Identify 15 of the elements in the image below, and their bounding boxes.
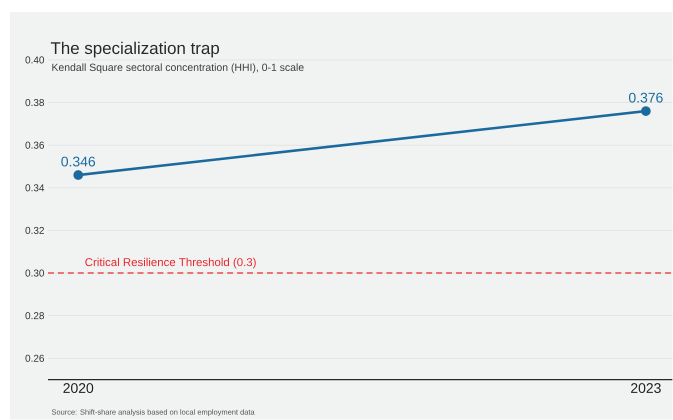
y-tick-label: 0.32 xyxy=(25,227,44,234)
y-tick-label: 0.30 xyxy=(25,270,44,277)
data-label: 0.376 xyxy=(628,92,663,103)
y-tick-label: 0.40 xyxy=(25,56,44,64)
data-label: 0.346 xyxy=(61,156,96,167)
chart-subtitle: Kendall Square sectoral concentration (HHI), 0-1 scale xyxy=(52,64,304,74)
chart-title: The specialization trap xyxy=(50,42,220,58)
y-tick-label: 0.34 xyxy=(25,184,44,192)
y-tick-label: 0.38 xyxy=(25,99,44,106)
y-tick-label: 0.26 xyxy=(25,355,44,362)
y-tick-label: 0.36 xyxy=(25,142,44,149)
y-tick-label: 0.28 xyxy=(25,312,44,320)
x-tick-label: 2020 xyxy=(63,383,94,394)
ref-line-label: Critical Resilience Threshold (0.3) xyxy=(85,258,256,269)
x-tick-label: 2023 xyxy=(631,383,661,394)
